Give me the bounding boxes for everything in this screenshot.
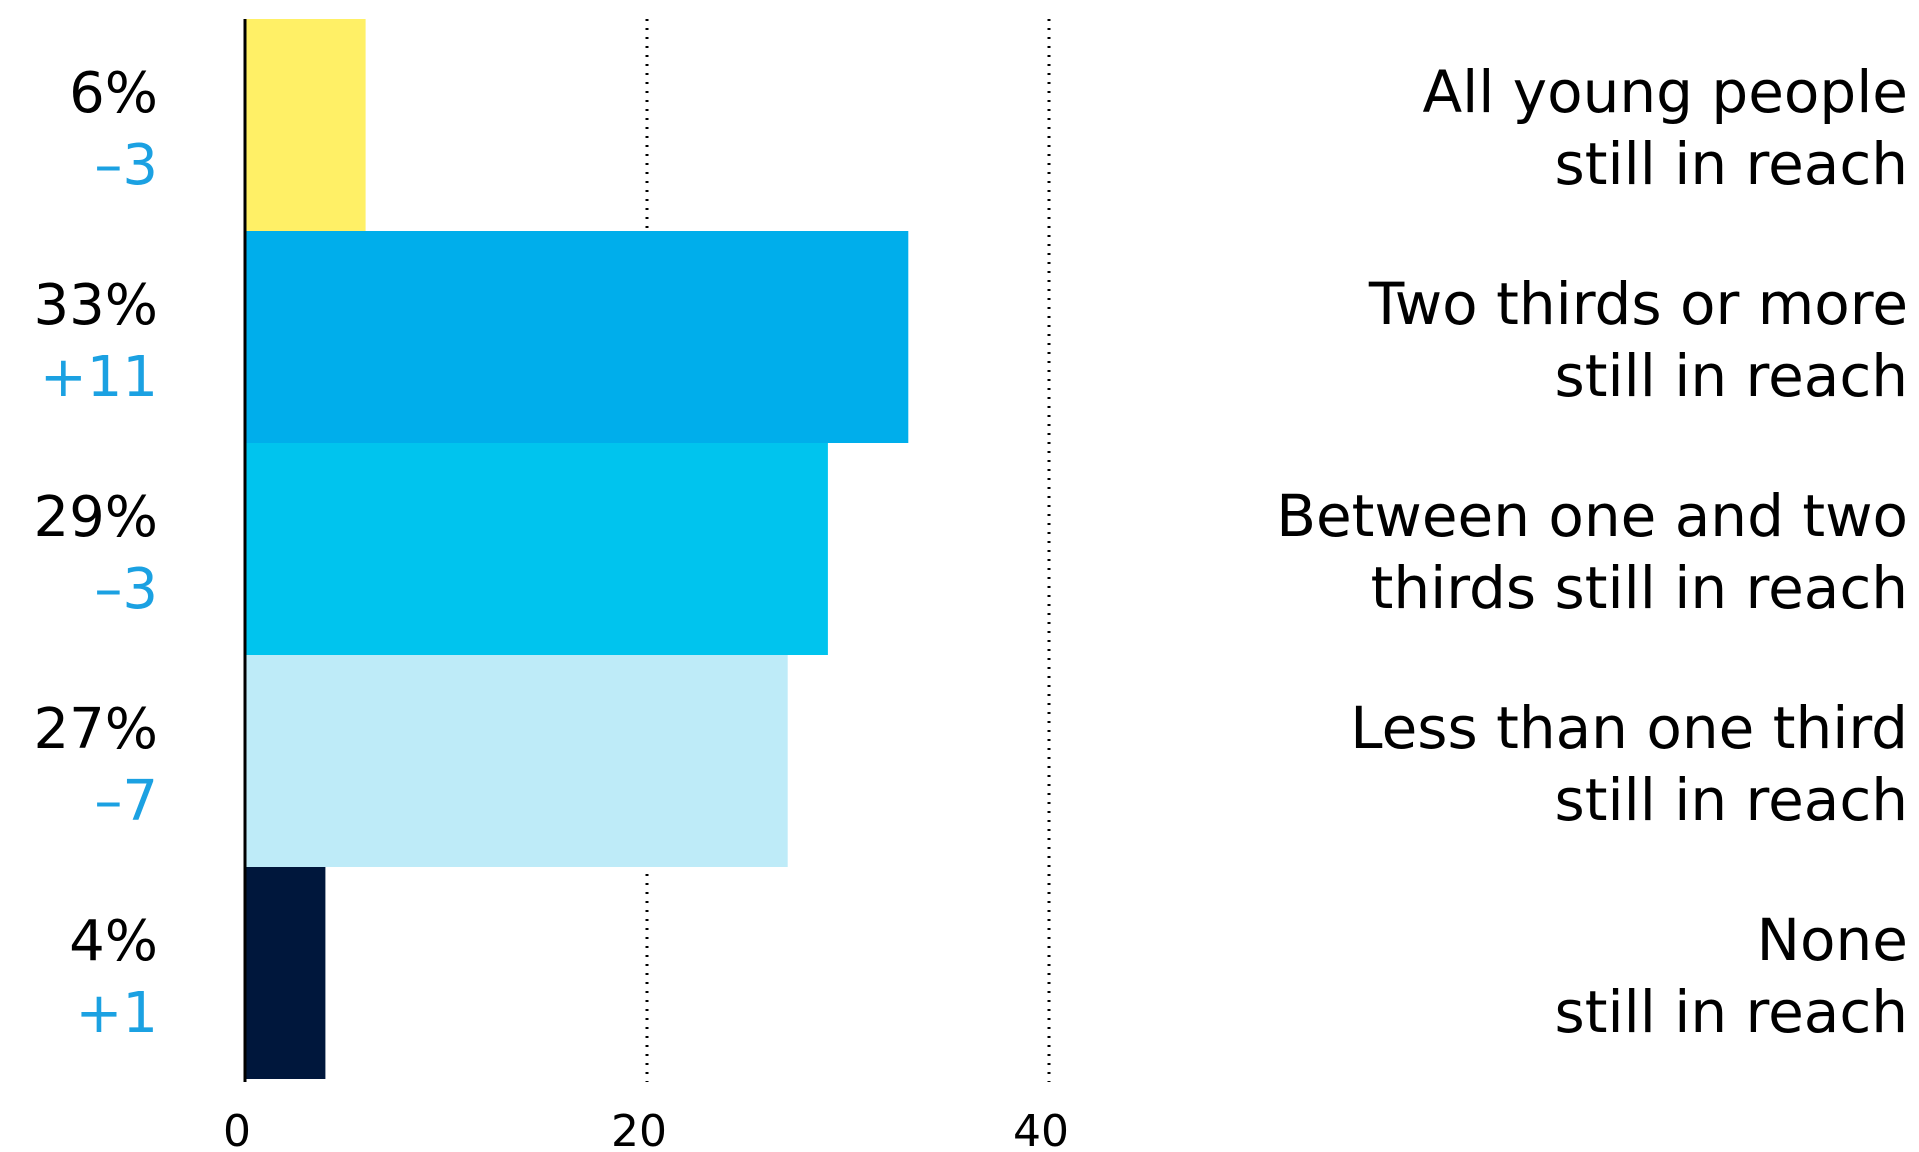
change-label-2: +11 (40, 345, 158, 410)
category-label-line: Less than one third (1350, 694, 1908, 762)
change-label-3: –3 (94, 557, 158, 622)
change-label-5: +1 (75, 981, 158, 1046)
bars-layer (245, 19, 909, 1079)
x-tick-20: 20 (611, 1106, 667, 1152)
x-tick-labels: 0 20 40 (223, 1106, 1069, 1152)
category-label-1: All young people still in reach (1422, 58, 1908, 198)
value-label-2: 33% (34, 273, 158, 338)
category-label-line: still in reach (1555, 342, 1909, 410)
category-label-line: still in reach (1555, 978, 1909, 1046)
bar-2 (245, 231, 909, 443)
bar-4 (245, 655, 788, 867)
category-label-line: None (1757, 906, 1908, 974)
category-label-3: Between one and two thirds still in reach (1276, 482, 1908, 622)
value-label-5: 4% (69, 909, 158, 974)
change-label-4: –7 (94, 769, 158, 834)
category-label-line: Between one and two (1276, 482, 1908, 550)
bar-3 (245, 443, 828, 655)
bar-1 (245, 19, 366, 231)
value-label-1: 6% (69, 61, 158, 126)
category-label-line: All young people (1422, 58, 1908, 126)
category-label-line: Two thirds or more (1368, 270, 1908, 338)
category-label-4: Less than one third still in reach (1350, 694, 1908, 834)
category-label-line: still in reach (1555, 766, 1909, 834)
x-tick-40: 40 (1013, 1106, 1069, 1152)
bar-5 (245, 867, 326, 1079)
category-label-2: Two thirds or more still in reach (1368, 270, 1908, 410)
category-label-line: thirds still in reach (1371, 554, 1908, 622)
value-label-3: 29% (34, 485, 158, 550)
value-label-4: 27% (34, 697, 158, 762)
x-tick-0: 0 (223, 1106, 251, 1152)
category-label-line: still in reach (1555, 130, 1909, 198)
category-label-5: None still in reach (1555, 906, 1909, 1046)
change-label-1: –3 (94, 133, 158, 198)
